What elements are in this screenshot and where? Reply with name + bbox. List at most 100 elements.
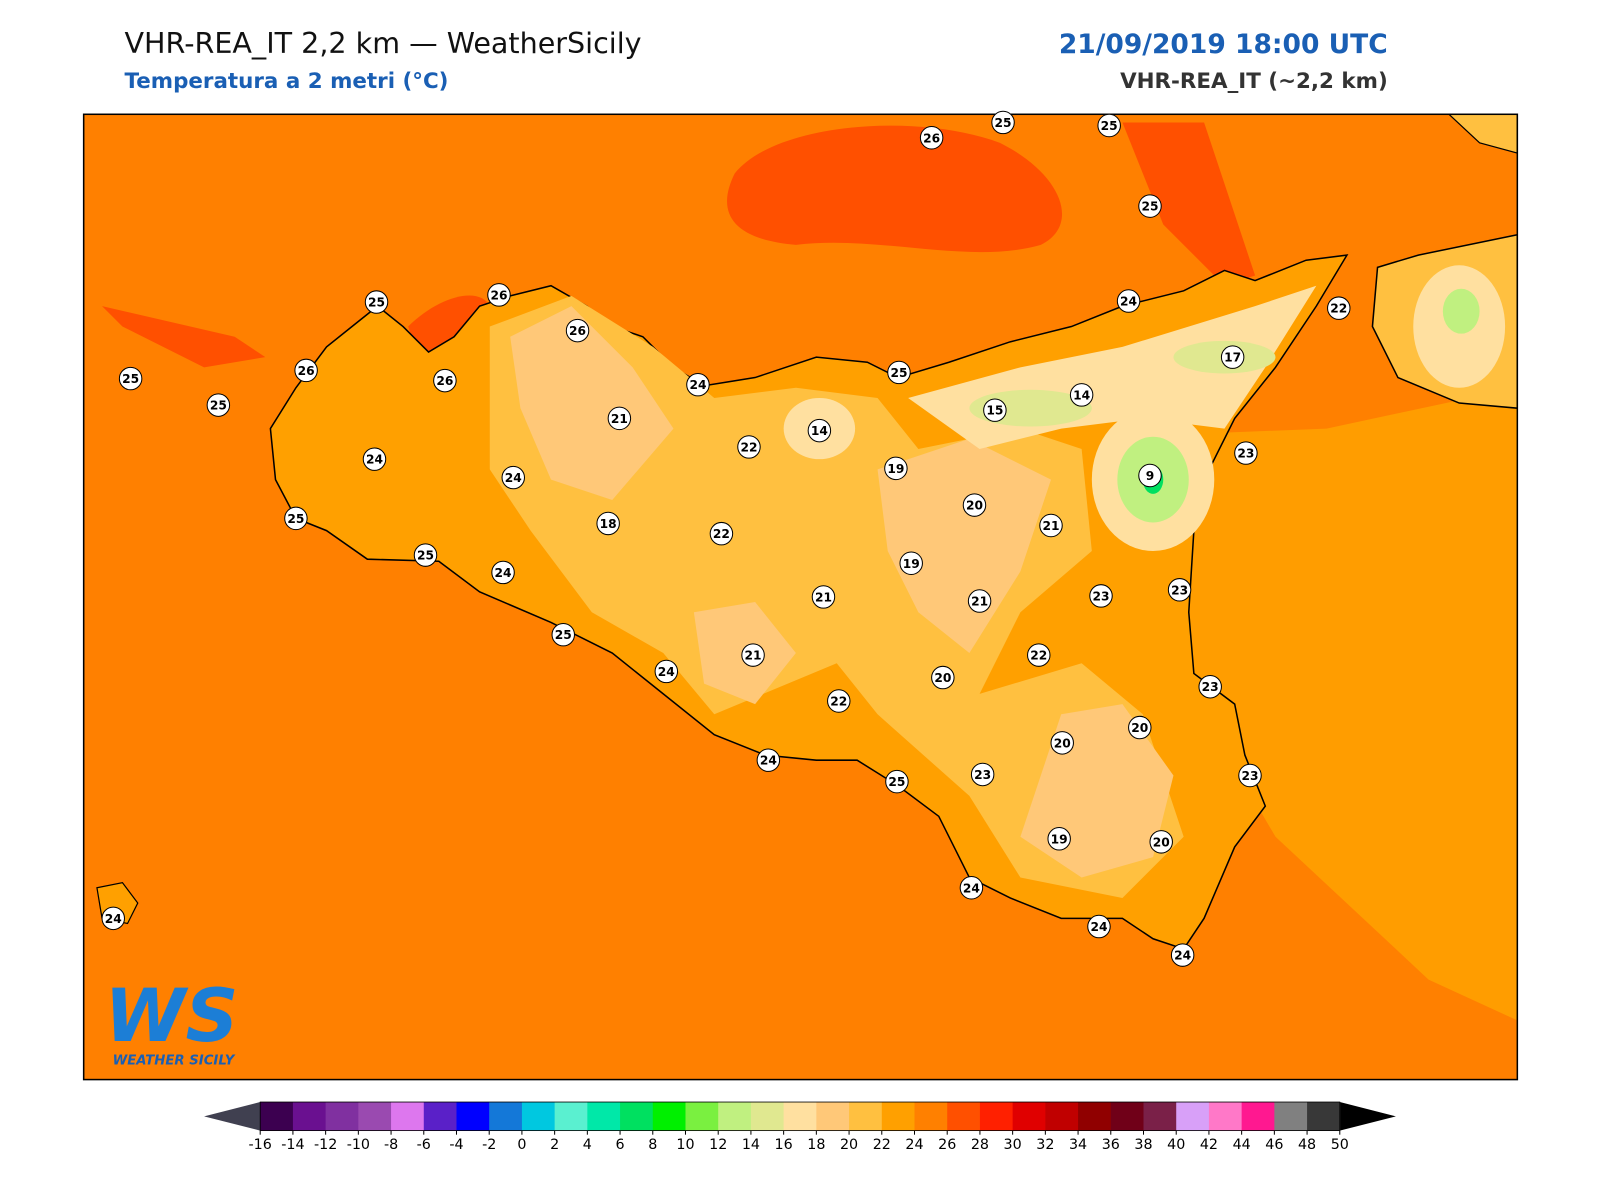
station-marker (364, 290, 389, 314)
station-label: 25 (888, 775, 905, 789)
station-marker (1167, 578, 1192, 602)
colorbar-box (979, 1102, 1014, 1131)
colorbar-box (620, 1102, 654, 1131)
station-label: 22 (1030, 649, 1047, 663)
subtitle: Temperatura a 2 metri (°C) (124, 69, 448, 94)
station-marker (807, 418, 832, 443)
colorbar-tick-label: -12 (314, 1137, 337, 1153)
colorbar-tick-label: -6 (417, 1137, 431, 1153)
station-marker (294, 358, 318, 383)
colorbar-tick-label: -2 (482, 1137, 496, 1153)
colorbar-box (947, 1102, 981, 1131)
station-marker (1138, 194, 1162, 218)
colorbar-box (750, 1102, 785, 1131)
station-label: 24 (658, 665, 675, 679)
station-marker (118, 366, 143, 391)
colorbar-box (914, 1102, 948, 1131)
colorbar-box (554, 1102, 588, 1131)
station-label: 26 (298, 364, 315, 378)
station-marker (885, 769, 909, 794)
colorbar-box (358, 1102, 392, 1131)
station-marker (1198, 674, 1222, 699)
colorbar-box (783, 1102, 817, 1131)
station-label: 21 (745, 649, 762, 663)
colorbar-tick-label: 32 (1036, 1137, 1054, 1153)
colorbar-tick-label: -8 (384, 1137, 398, 1153)
station-label: 25 (1101, 119, 1118, 133)
station-marker (1138, 463, 1162, 488)
station-marker (709, 521, 734, 546)
station-label: 22 (740, 440, 757, 454)
station-label: 21 (815, 590, 832, 604)
station-label: 21 (1042, 519, 1059, 533)
station-marker (607, 406, 632, 431)
station-label: 24 (366, 453, 383, 467)
colorbar-tick-label: -14 (281, 1137, 304, 1153)
station-label: 21 (971, 595, 988, 609)
station-marker (362, 447, 387, 471)
model: VHR-REA_IT (~2,2 km) (1120, 69, 1388, 94)
colorbar-box (718, 1102, 752, 1131)
station-label: 26 (490, 288, 507, 302)
station-marker (1089, 584, 1113, 608)
colorbar-box (1176, 1102, 1210, 1131)
colorbar-tick-label: 40 (1167, 1137, 1185, 1153)
station-marker (962, 493, 987, 517)
station-marker (551, 622, 575, 647)
station-marker (1234, 441, 1258, 465)
station-marker (501, 465, 525, 490)
colorbar-tick-label: 26 (938, 1137, 956, 1153)
station-label: 25 (890, 366, 907, 380)
station-label: 19 (887, 462, 904, 476)
datetime: 21/09/2019 18:00 UTC (1059, 29, 1388, 60)
station-label: 21 (611, 412, 628, 426)
station-label: 24 (1090, 920, 1107, 934)
stations: 26 25 25 25 24 22 17 14 15 25 14 19 23 9 20 21 19 21 23 23 2… (101, 110, 1351, 967)
station-label: 25 (555, 628, 572, 642)
colorbar-box (1045, 1102, 1079, 1131)
station-marker (1097, 113, 1121, 138)
colorbar-box (423, 1102, 458, 1131)
colorbar-tick-label: 28 (971, 1137, 989, 1153)
station-marker (887, 360, 911, 385)
station-label: 24 (1120, 295, 1137, 309)
colorbar-box (489, 1102, 523, 1131)
colorbar-over (1339, 1102, 1396, 1131)
station-label: 20 (1054, 736, 1071, 750)
station-marker (433, 368, 457, 393)
station-label: 15 (986, 404, 1003, 418)
map-frame (82, 113, 1519, 1081)
colorbar-tick-label: 14 (742, 1137, 760, 1153)
colorbar-tick-label: 10 (676, 1137, 694, 1153)
colorbar-box (292, 1102, 327, 1131)
station-label: 20 (966, 499, 983, 513)
station-marker (811, 585, 836, 609)
station-label: 23 (974, 768, 991, 782)
station-marker (919, 126, 944, 150)
colorbar-tick-label: -4 (449, 1137, 463, 1153)
colorbar-box (1241, 1102, 1275, 1131)
station-label: 17 (1224, 351, 1241, 365)
colorbar-tick-label: 48 (1298, 1137, 1316, 1153)
station-label: 23 (1202, 680, 1219, 694)
colorbar-frame (259, 1101, 1341, 1132)
colorbar-tick-label: 4 (583, 1137, 592, 1153)
station-label: 25 (287, 512, 304, 526)
station-marker (596, 511, 620, 536)
station-marker (1128, 715, 1152, 740)
station-label: 20 (1153, 835, 1170, 849)
colorbar-box (1110, 1102, 1145, 1131)
station-label: 24 (689, 378, 706, 392)
station-label: 19 (903, 557, 920, 571)
station-label: 25 (995, 116, 1012, 130)
colorbar-tick-label: 8 (648, 1137, 657, 1153)
station-marker (284, 506, 308, 531)
station-label: 25 (1141, 200, 1158, 214)
station-marker (487, 283, 511, 307)
colorbar-box (1078, 1102, 1112, 1131)
station-marker (737, 435, 761, 459)
station-marker (1327, 296, 1351, 320)
colorbar-tick-label: -10 (347, 1137, 370, 1153)
colorbar-tick-label: 50 (1331, 1137, 1349, 1153)
